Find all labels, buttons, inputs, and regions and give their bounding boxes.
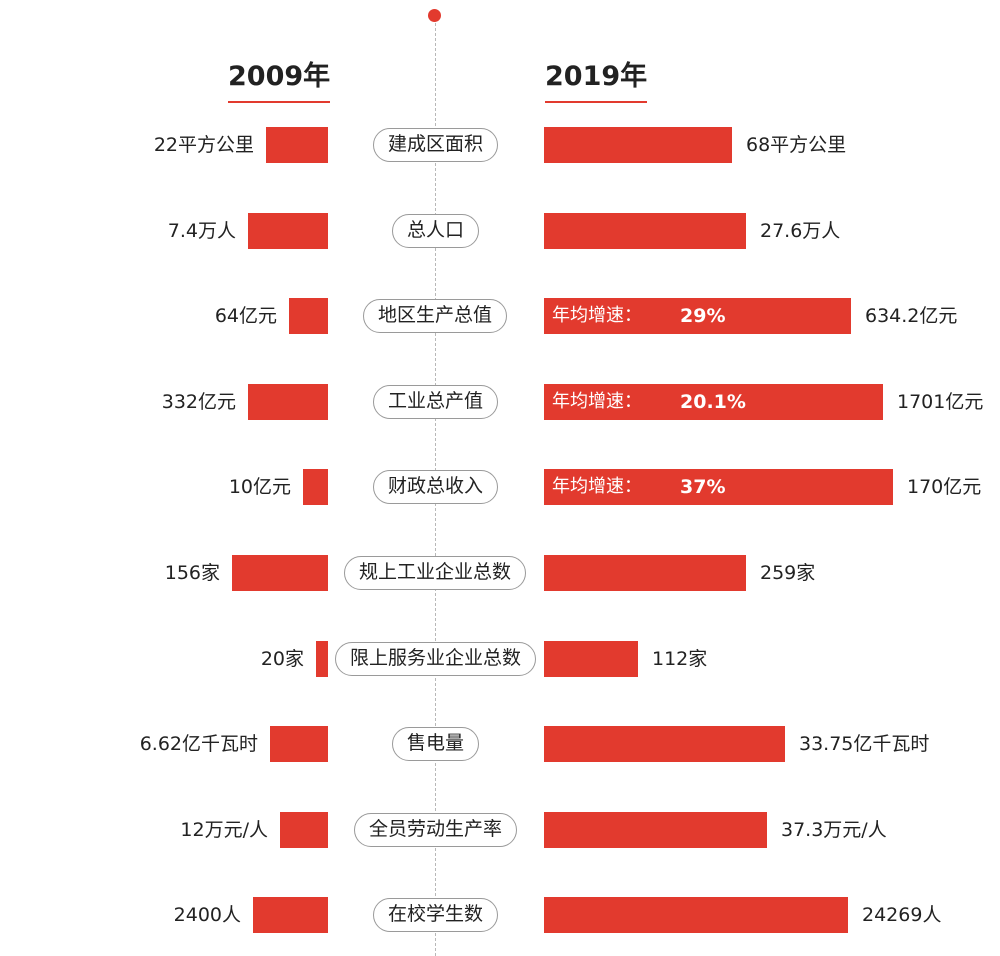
- bar-2019: [544, 641, 638, 677]
- value-label-2009: 7.4万人: [167, 220, 236, 242]
- value-label-2019: 27.6万人: [760, 220, 841, 242]
- growth-rate-label: 年均增速：: [552, 391, 642, 412]
- bar-2009: [280, 812, 328, 848]
- bar-2009: [303, 469, 328, 505]
- year-header-right: 2019年: [545, 54, 648, 103]
- top-marker-dot: [428, 9, 441, 22]
- value-label-2009: 12万元/人: [180, 819, 268, 841]
- value-label-2009: 2400人: [173, 904, 241, 926]
- category-pill: 地区生产总值: [363, 299, 508, 333]
- bar-2009: [248, 213, 328, 249]
- value-label-2009: 156家: [164, 562, 220, 584]
- bar-2009: [270, 726, 328, 762]
- value-label-2009: 20家: [260, 648, 304, 670]
- bar-2019: [544, 812, 767, 848]
- year-header-left: 2009年: [228, 54, 331, 103]
- bar-2019: [544, 469, 893, 505]
- growth-rate-label: 年均增速：: [552, 305, 642, 326]
- category-pill: 限上服务业企业总数: [335, 642, 537, 676]
- bar-2009: [253, 897, 328, 933]
- value-label-2019: 68平方公里: [746, 134, 847, 156]
- category-pill: 工业总产值: [373, 385, 499, 419]
- bar-2019: [544, 213, 746, 249]
- value-label-2019: 37.3万元/人: [781, 819, 887, 841]
- bar-2009: [266, 127, 328, 163]
- bar-2019: [544, 726, 785, 762]
- bar-2019: [544, 897, 848, 933]
- category-pill: 总人口: [392, 214, 480, 248]
- value-label-2009: 332亿元: [161, 391, 236, 413]
- bar-2019: [544, 298, 851, 334]
- value-label-2009: 22平方公里: [153, 134, 254, 156]
- value-label-2009: 10亿元: [228, 476, 291, 498]
- category-pill: 规上工业企业总数: [344, 556, 527, 590]
- bar-2019: [544, 384, 883, 420]
- category-pill: 建成区面积: [373, 128, 499, 162]
- bar-2009: [248, 384, 328, 420]
- growth-rate-label: 年均增速：: [552, 476, 642, 497]
- value-label-2019: 24269人: [862, 904, 942, 926]
- value-label-2009: 6.62亿千瓦时: [139, 733, 258, 755]
- category-pill: 在校学生数: [373, 898, 499, 932]
- value-label-2009: 64亿元: [214, 305, 277, 327]
- value-label-2019: 170亿元: [907, 476, 982, 498]
- value-label-2019: 634.2亿元: [865, 305, 958, 327]
- bar-2009: [232, 555, 328, 591]
- bar-2009: [289, 298, 328, 334]
- growth-rate-value: 29%: [680, 305, 726, 327]
- value-label-2019: 112家: [652, 648, 708, 670]
- value-label-2019: 259家: [760, 562, 816, 584]
- bar-2019: [544, 555, 746, 591]
- growth-rate-value: 20.1%: [680, 391, 746, 413]
- bar-2019: [544, 127, 732, 163]
- bar-2009: [316, 641, 328, 677]
- category-pill: 全员劳动生产率: [354, 813, 518, 847]
- category-pill: 财政总收入: [373, 470, 499, 504]
- value-label-2019: 33.75亿千瓦时: [799, 733, 930, 755]
- category-pill: 售电量: [392, 727, 480, 761]
- growth-rate-value: 37%: [680, 476, 726, 498]
- value-label-2019: 1701亿元: [897, 391, 984, 413]
